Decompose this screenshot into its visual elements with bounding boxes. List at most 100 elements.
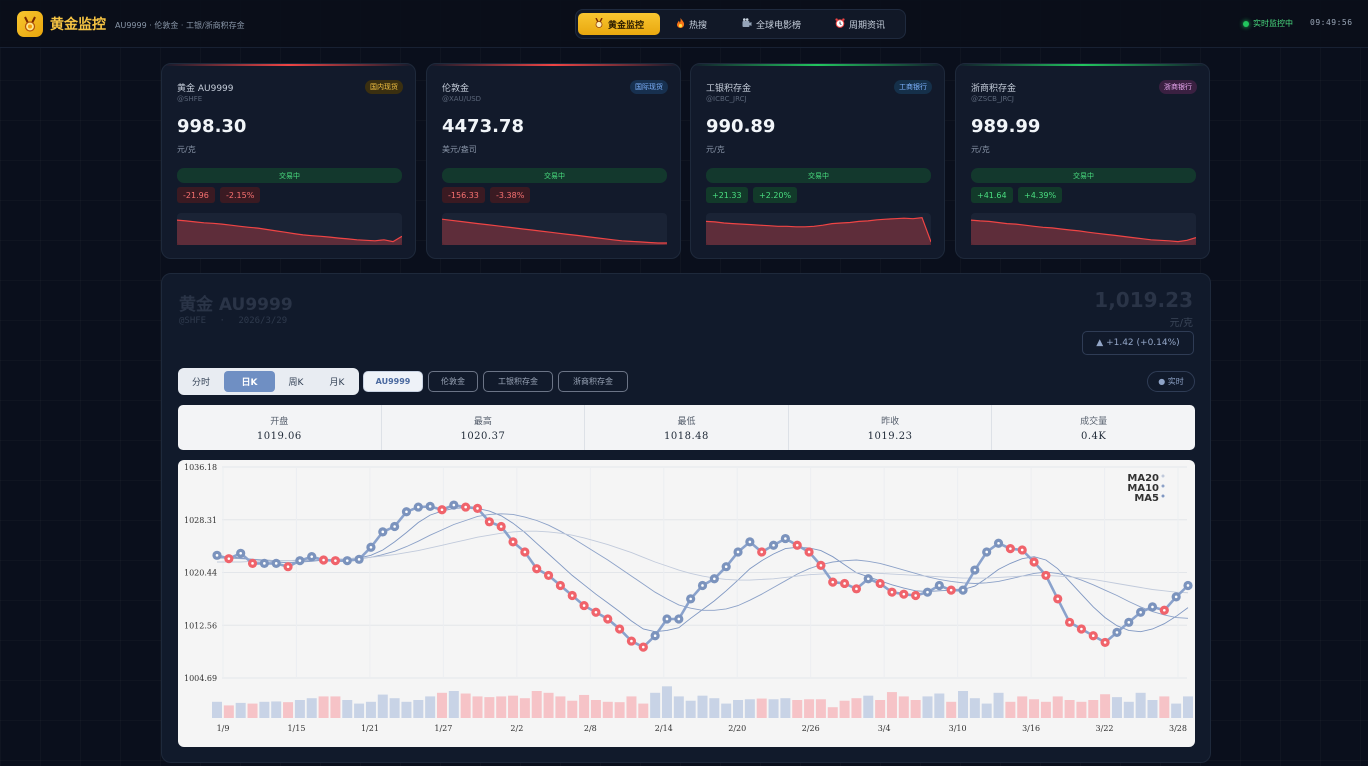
period-monthly[interactable]: 月K	[329, 378, 345, 388]
live-toggle-button[interactable]: ● 实时	[1147, 371, 1195, 392]
card-change: +41.64	[971, 187, 1013, 203]
price-point-center	[405, 510, 408, 514]
card-accent-line	[691, 64, 944, 66]
card-unit: 元/克	[706, 145, 725, 154]
detail-change-badge: ▲ +1.42 (+0.14%)	[1082, 331, 1194, 355]
top-bar: 黄金监控 AU9999 · 伦敦金 · 工银/浙商积存金 黄金监控 热搜 全球电…	[0, 0, 1368, 48]
volume-bar	[259, 701, 270, 718]
price-point-center	[440, 508, 444, 512]
volume-bar	[886, 692, 897, 718]
live-status: 实时监控中	[1243, 18, 1293, 29]
tab-gold-monitor[interactable]: 黄金监控	[578, 13, 660, 35]
price-card-london-gold[interactable]: 伦敦金 @XAU/USD 国际现货 4473.78 美元/盎司 交易中 -156…	[426, 63, 681, 259]
stat-value: 1019.06	[256, 430, 302, 442]
price-point-center	[748, 540, 752, 544]
tab-label: 周期资讯	[849, 20, 886, 31]
volume-bar	[271, 701, 282, 718]
price-point-center	[855, 587, 858, 591]
price-chart[interactable]: 1036.18 1028.31 1020.44 1012.56 1004.69 1/9 1/…	[178, 460, 1195, 747]
price-card-icbc-gold[interactable]: 工银积存金 @ICBC_JRCJ 工商银行 990.89 元/克 交易中 +21…	[690, 63, 945, 259]
price-point-center	[298, 559, 302, 562]
price-point-center	[1127, 621, 1131, 624]
volume-bar	[1159, 696, 1170, 718]
legend-marker	[1161, 494, 1165, 498]
price-point-center	[227, 557, 231, 560]
tab-periodic-news[interactable]: 周期资讯	[829, 13, 891, 35]
legend-label: MA10	[1127, 483, 1159, 494]
ohlc-stats: 开盘 1019.06 最高 1020.37 最低 1018.48 昨收 1019.23 …	[178, 405, 1195, 450]
volume-bar	[212, 701, 222, 718]
x-tick-label: 3/16	[1022, 724, 1040, 733]
app-title: 黄金监控	[50, 17, 106, 33]
volume-bar	[697, 695, 708, 718]
stat-label: 最高	[473, 416, 492, 427]
chip-au9999[interactable]: AU9999	[363, 371, 423, 392]
x-tick-label: 1/21	[361, 724, 379, 733]
volume-bar	[602, 701, 613, 718]
price-point-center	[1032, 560, 1036, 564]
price-point-center	[961, 588, 965, 592]
card-change-percent: -2.15%	[220, 187, 261, 203]
price-card-au9999[interactable]: 黄金 AU9999 @SHFE 国内现货 998.30 元/克 交易中 -21.…	[161, 63, 416, 259]
period-intraday[interactable]: 分时	[191, 378, 210, 388]
stat-high: 最高 1020.37	[382, 405, 586, 450]
volume-bar	[685, 700, 696, 718]
price-point-center	[523, 550, 527, 554]
price-point-center	[653, 634, 657, 638]
legend-marker	[1161, 474, 1165, 478]
sparkline-line	[441, 218, 667, 244]
price-point-center	[428, 505, 432, 508]
price-point-center	[784, 537, 787, 540]
card-unit: 元/克	[971, 145, 990, 154]
chip-zheshang-gold[interactable]: 浙商积存金	[558, 371, 628, 392]
price-point-center	[345, 559, 349, 562]
y-tick-label: 1004.69	[184, 674, 217, 683]
chip-icbc-gold[interactable]: 工银积存金	[483, 371, 553, 392]
x-tick-label: 2/20	[728, 724, 746, 733]
volume-bar	[1135, 692, 1146, 718]
price-point-center	[677, 617, 681, 621]
price-point-center	[736, 550, 740, 554]
volume-bar	[579, 694, 590, 718]
y-tick-label: 1020.44	[184, 569, 217, 578]
price-point-center	[582, 604, 586, 607]
card-price: 990.89	[706, 116, 776, 137]
volume-bar	[626, 696, 637, 718]
card-market-badge: 国内现货	[365, 80, 403, 94]
sparkline-area	[442, 219, 667, 245]
chip-london-gold[interactable]: 伦敦金	[428, 371, 478, 392]
price-point-center	[866, 577, 870, 581]
price-point-center	[334, 559, 337, 562]
tab-hot-search[interactable]: 热搜	[670, 13, 713, 35]
stat-open: 开盘 1019.06	[178, 405, 382, 450]
price-point-center	[724, 565, 728, 569]
legend-label: MA20	[1127, 473, 1159, 484]
volume-bar	[318, 696, 329, 718]
price-point-center	[1009, 547, 1012, 550]
period-weekly[interactable]: 周K	[288, 378, 304, 388]
volume-bar	[543, 692, 554, 718]
card-code: @XAU/USD	[442, 95, 482, 103]
period-daily[interactable]: 日K	[224, 371, 275, 392]
sparkline-svg	[705, 216, 932, 245]
alarm-clock-icon	[835, 17, 845, 31]
y-tick-label: 1028.31	[184, 516, 217, 525]
volume-bar	[827, 707, 838, 718]
price-point-center	[878, 582, 882, 585]
price-point-center	[357, 558, 361, 561]
stat-volume: 成交量 0.4K	[992, 405, 1195, 450]
card-unit: 美元/盎司	[442, 145, 477, 154]
stat-label: 开盘	[270, 416, 289, 427]
volume-bar	[804, 699, 815, 718]
volume-bar	[756, 698, 767, 718]
card-market-badge: 工商银行	[894, 80, 932, 94]
volume-bar	[1040, 701, 1051, 718]
price-card-zheshang-gold[interactable]: 浙商积存金 @ZSCB_JRCJ 浙商银行 989.99 元/克 交易中 +41…	[955, 63, 1210, 259]
app-logo[interactable]	[17, 11, 43, 37]
price-point-center	[795, 543, 799, 547]
card-price: 998.30	[177, 116, 247, 137]
card-code: @SHFE	[177, 95, 203, 103]
price-point-center	[215, 554, 219, 557]
tab-global-movie-chart[interactable]: 全球电影榜	[736, 13, 807, 35]
medal-icon	[594, 17, 604, 31]
